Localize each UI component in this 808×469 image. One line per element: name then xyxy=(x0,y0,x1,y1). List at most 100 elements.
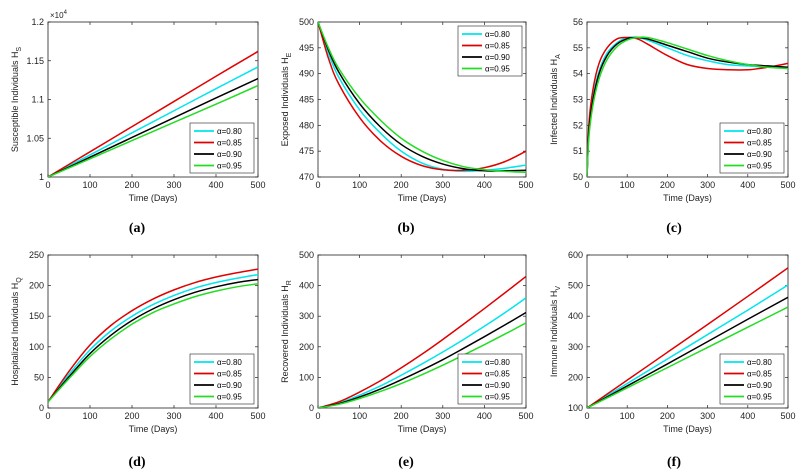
y-tick-label: 51 xyxy=(573,146,583,156)
y-axis-label-main: Recovered Individuals H xyxy=(280,285,290,383)
x-tick-label: 400 xyxy=(740,411,755,421)
y-tick-label: 50 xyxy=(34,372,44,382)
y-axis-label-subscript: E xyxy=(286,52,293,57)
legend-entry-label: α=0.80 xyxy=(747,358,772,367)
x-tick-label: 0 xyxy=(584,411,589,421)
y-tick-label: 300 xyxy=(299,311,314,321)
legend-entry-label: α=0.95 xyxy=(747,162,772,171)
x-tick-label: 100 xyxy=(82,180,97,190)
y-tick-label: 54 xyxy=(573,69,583,79)
x-tick-label: 200 xyxy=(124,411,139,421)
y-axis-label-subscript: R xyxy=(286,280,293,285)
y-axis-label: Immune Individuals HV xyxy=(549,286,562,378)
panel-label-e: (e) xyxy=(398,455,414,469)
y-tick-label: 1.2 xyxy=(31,17,44,27)
series-line-d-1 xyxy=(48,273,258,403)
x-axis-label: Time (Days) xyxy=(129,424,178,434)
legend-entry-label: α=0.85 xyxy=(485,370,510,379)
y-axis-label-subscript: S xyxy=(16,47,23,52)
y-tick-label: 100 xyxy=(299,372,314,382)
legend-entry-label: α=0.95 xyxy=(747,393,772,402)
y-tick-label: 470 xyxy=(299,172,314,182)
y-multiplier-base: ×10 xyxy=(50,11,64,20)
x-tick-label: 400 xyxy=(740,180,755,190)
x-tick-label: 400 xyxy=(208,411,223,421)
series-line-c-4 xyxy=(587,36,788,177)
legend-entry-label: α=0.95 xyxy=(217,393,242,402)
y-tick-label: 100 xyxy=(29,342,44,352)
y-tick-label: 1.1 xyxy=(31,95,44,105)
y-tick-label: 485 xyxy=(299,95,314,105)
x-tick-label: 200 xyxy=(660,180,675,190)
series-line-a-1 xyxy=(48,66,258,177)
series-line-b-3 xyxy=(318,22,526,172)
legend-entry-label: α=0.90 xyxy=(747,150,772,159)
series-line-a-2 xyxy=(48,50,258,177)
legend-entry-label: α=0.90 xyxy=(485,53,510,62)
x-axis-label: Time (Days) xyxy=(663,424,712,434)
panel-label-f: (f) xyxy=(667,455,681,469)
y-axis-label-main: Hospitalized Individuals H xyxy=(10,283,20,386)
chart-panel-a: 0 100 200 300 400 500 1 1.05 1.1 1.15 1.2 ×104 Time … xyxy=(10,10,266,236)
legend-entry-label: α=0.90 xyxy=(217,381,242,390)
legend-entry-label: α=0.95 xyxy=(485,65,510,74)
series-line-d-3 xyxy=(48,278,258,403)
x-tick-label: 500 xyxy=(518,180,533,190)
x-tick-label: 400 xyxy=(477,411,492,421)
x-tick-label: 300 xyxy=(166,411,181,421)
panel-label-a: (a) xyxy=(129,221,146,236)
series-line-f-2 xyxy=(587,267,788,408)
x-tick-label: 400 xyxy=(477,180,492,190)
series-line-d-2 xyxy=(48,268,258,403)
y-tick-label: 1.15 xyxy=(26,56,44,66)
chart-panel-b: 0 100 200 300 400 500 470 475 480 485 490 495 500 Tim… xyxy=(280,17,534,236)
series-line-e-1 xyxy=(318,297,526,408)
y-axis-label-main: Immune Individuals H xyxy=(549,291,559,378)
x-tick-label: 300 xyxy=(166,180,181,190)
y-tick-label: 55 xyxy=(573,43,583,53)
x-tick-label: 100 xyxy=(82,411,97,421)
y-axis-label: Recovered Individuals HR xyxy=(280,280,293,383)
legend-entry-label: α=0.95 xyxy=(485,393,510,402)
series-line-e-3 xyxy=(318,311,526,408)
y-tick-label: 400 xyxy=(568,311,583,321)
x-tick-label: 200 xyxy=(124,180,139,190)
series-line-f-4 xyxy=(587,306,788,408)
x-tick-label: 100 xyxy=(620,411,635,421)
x-tick-label: 500 xyxy=(780,180,795,190)
y-tick-label: 200 xyxy=(29,281,44,291)
legend-d: α=0.80 α=0.85 α=0.90 α=0.95 xyxy=(189,353,255,405)
series-line-c-2 xyxy=(587,36,788,177)
legend-entry-label: α=0.80 xyxy=(217,358,242,367)
y-tick-label: 495 xyxy=(299,43,314,53)
panel-label-d: (d) xyxy=(128,455,145,469)
y-tick-label: 490 xyxy=(299,69,314,79)
y-tick-label: 600 xyxy=(568,250,583,260)
y-axis-label: Susceptible Individuals HS xyxy=(10,47,23,153)
x-tick-label: 300 xyxy=(700,180,715,190)
y-axis-label-main: Exposed Individuals H xyxy=(280,57,290,146)
y-tick-label: 1 xyxy=(39,172,44,182)
y-tick-label: 50 xyxy=(573,172,583,182)
x-tick-label: 0 xyxy=(45,411,50,421)
y-axis-label: Hospitalized Individuals HQ xyxy=(10,277,23,386)
y-tick-label: 475 xyxy=(299,146,314,156)
y-tick-label: 1.05 xyxy=(26,133,44,143)
x-axis-label: Time (Days) xyxy=(663,193,712,203)
y-multiplier: ×104 xyxy=(50,10,68,20)
y-tick-label: 300 xyxy=(568,342,583,352)
y-tick-label: 200 xyxy=(568,372,583,382)
y-tick-label: 56 xyxy=(573,17,583,27)
legend-entry-label: α=0.85 xyxy=(747,139,772,148)
y-axis-label-main: Susceptible Individuals H xyxy=(10,52,20,153)
legend-entry-label: α=0.85 xyxy=(217,370,242,379)
x-axis-label: Time (Days) xyxy=(398,193,447,203)
x-tick-label: 200 xyxy=(394,411,409,421)
series-line-f-3 xyxy=(587,296,788,408)
y-tick-label: 0 xyxy=(39,403,44,413)
series-line-a-4 xyxy=(48,84,258,177)
series-line-b-4 xyxy=(318,22,526,174)
y-tick-label: 0 xyxy=(309,403,314,413)
chart-panel-d: 0 100 200 300 400 500 0 50 100 150 200 250 Time (Day… xyxy=(10,250,266,469)
x-tick-label: 500 xyxy=(250,411,265,421)
